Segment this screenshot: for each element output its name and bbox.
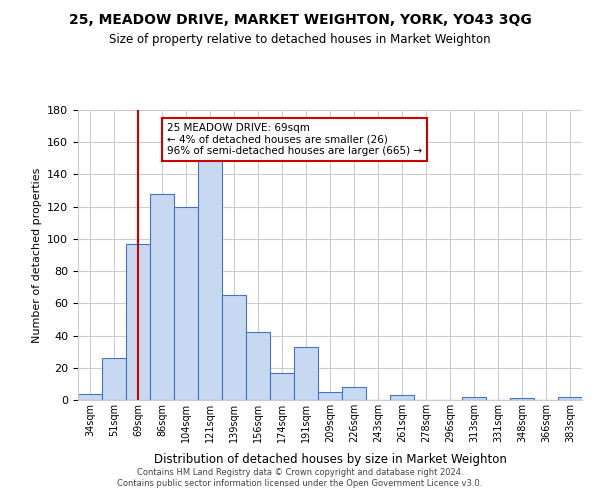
Bar	[246, 332, 270, 400]
X-axis label: Distribution of detached houses by size in Market Weighton: Distribution of detached houses by size …	[154, 454, 506, 466]
Bar	[294, 347, 318, 400]
Bar	[150, 194, 174, 400]
Bar	[342, 387, 366, 400]
Bar	[174, 206, 198, 400]
Bar	[462, 397, 486, 400]
Bar	[558, 397, 582, 400]
Bar	[222, 296, 246, 400]
Bar	[390, 395, 414, 400]
Text: Size of property relative to detached houses in Market Weighton: Size of property relative to detached ho…	[109, 32, 491, 46]
Bar	[126, 244, 150, 400]
Text: 25 MEADOW DRIVE: 69sqm
← 4% of detached houses are smaller (26)
96% of semi-deta: 25 MEADOW DRIVE: 69sqm ← 4% of detached …	[167, 123, 422, 156]
Bar	[318, 392, 342, 400]
Bar	[270, 372, 294, 400]
Bar	[510, 398, 534, 400]
Text: 25, MEADOW DRIVE, MARKET WEIGHTON, YORK, YO43 3QG: 25, MEADOW DRIVE, MARKET WEIGHTON, YORK,…	[68, 12, 532, 26]
Text: Contains HM Land Registry data © Crown copyright and database right 2024.
Contai: Contains HM Land Registry data © Crown c…	[118, 468, 482, 487]
Bar	[78, 394, 102, 400]
Y-axis label: Number of detached properties: Number of detached properties	[32, 168, 41, 342]
Bar	[102, 358, 126, 400]
Bar	[198, 158, 222, 400]
